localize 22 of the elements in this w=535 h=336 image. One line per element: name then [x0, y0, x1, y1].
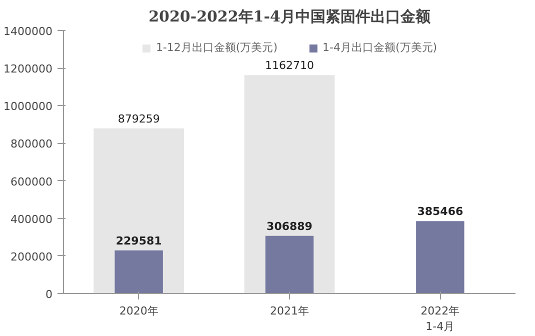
x-tick-label: 2021年	[270, 304, 310, 318]
data-label: 229581	[116, 234, 162, 248]
bar	[416, 221, 464, 294]
x-tick-label: 2020年	[119, 304, 158, 318]
y-tick-label: 1200000	[4, 62, 53, 76]
bar	[265, 236, 314, 294]
y-tick-label: 1000000	[4, 100, 53, 114]
y-tick-label: 800000	[10, 138, 53, 151]
y-tick-label: 0	[46, 288, 52, 301]
legend-label: 1-12月出口金额(万美元)	[156, 40, 278, 55]
y-tick-label: 200000	[10, 250, 53, 264]
data-label: 1162710	[265, 59, 314, 72]
y-tick-label: 600000	[10, 175, 53, 188]
x-tick-label: 2022年 1-4月	[420, 304, 460, 334]
bar	[114, 250, 163, 294]
y-tick-label: 1400000	[4, 25, 53, 38]
data-label: 385466	[417, 205, 464, 218]
data-label: 306889	[266, 220, 312, 233]
y-tick-label: 400000	[10, 212, 53, 226]
legend-label: 1-4月出口金额(万美元)	[322, 40, 438, 55]
data-label: 879259	[118, 112, 160, 126]
chart-title: 2020-2022年1-4月中国紧固件出口金额	[148, 8, 432, 26]
